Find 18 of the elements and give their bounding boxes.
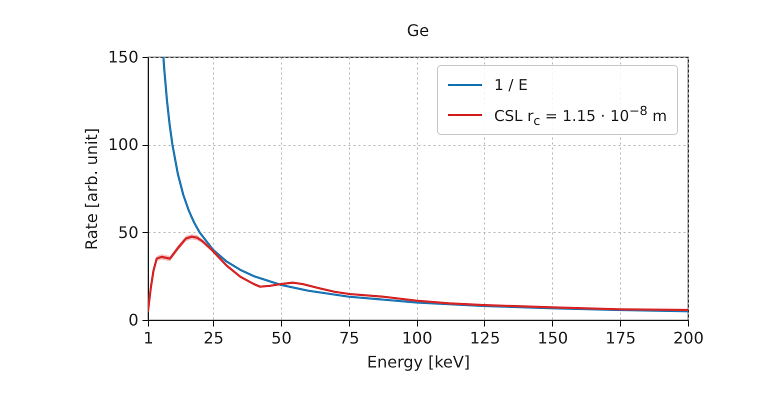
- y-tick-label: 50: [118, 222, 138, 242]
- y-tick-label: 0: [128, 310, 138, 330]
- x-tick-label: 100: [402, 328, 432, 348]
- y-tick-label: 150: [108, 48, 138, 66]
- x-tick-label: 175: [605, 328, 636, 348]
- y-axis-title: Rate [arb. unit]: [82, 128, 101, 250]
- chart-title: Ge: [406, 21, 430, 40]
- x-axis-title: Energy [keV]: [366, 352, 470, 372]
- x-tick-label: 200: [673, 328, 704, 348]
- legend-label: CSL r$_{c}$ = 1.15 · 10$^{−8}$ m: [494, 102, 667, 128]
- x-tick-label: 25: [203, 328, 224, 348]
- x-tick-label: 1: [143, 328, 154, 348]
- x-tick-label: 50: [271, 328, 292, 348]
- x-tick-label: 150: [538, 328, 568, 348]
- legend-label: 1 / E: [494, 76, 528, 94]
- x-tick-label: 125: [470, 328, 500, 348]
- x-tick-label: 75: [339, 328, 360, 348]
- y-tick-label: 100: [108, 135, 138, 154]
